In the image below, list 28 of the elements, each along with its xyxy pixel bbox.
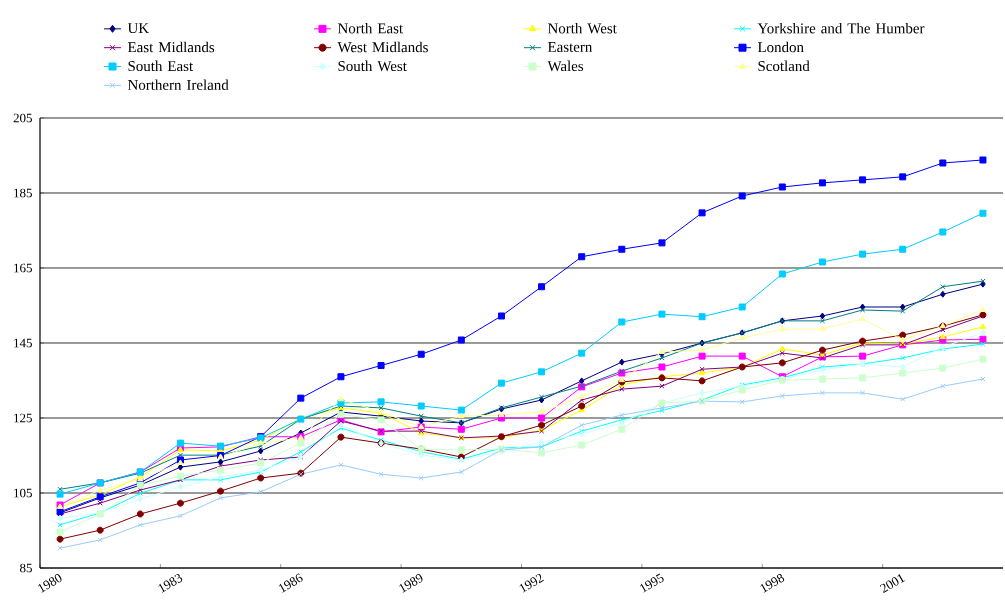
x-tick-label: 1995 — [639, 573, 664, 593]
legend-label: Northern Ireland — [127, 79, 229, 90]
x-tick-label: 2001 — [879, 574, 906, 593]
legend-label: North East — [337, 22, 403, 34]
x-tick-label: 1989 — [399, 574, 423, 593]
y-tick-label: 205 — [13, 113, 32, 123]
x-tick-label: 1992 — [519, 574, 544, 593]
legend-label: North West — [547, 22, 617, 34]
y-tick-label: 145 — [14, 338, 32, 348]
y-tick-label: 105 — [14, 488, 32, 498]
y-tick-label: 85 — [20, 563, 32, 573]
legend-label: Scotland — [758, 60, 810, 72]
legend-label: Wales — [547, 60, 584, 72]
y-tick-label: 125 — [14, 413, 32, 423]
legend-label: South West — [338, 60, 407, 72]
x-tick-label: 1986 — [278, 573, 303, 593]
x-tick-label: 1980 — [38, 574, 62, 593]
x-tick-label: 1998 — [760, 573, 785, 593]
x-tick-label: 1983 — [158, 574, 183, 593]
y-tick-label: 165 — [14, 263, 32, 273]
legend-label: West Midlands — [337, 41, 428, 53]
legend-label: South East — [128, 60, 194, 72]
y-tick-label: 185 — [14, 188, 32, 198]
legend-label: Eastern — [547, 42, 593, 52]
legend-label: East Midlands — [127, 41, 215, 53]
legend-label: London — [757, 41, 804, 53]
legend-label: UK — [127, 23, 149, 34]
legend-label: Yorkshire and The Humber — [757, 22, 925, 34]
